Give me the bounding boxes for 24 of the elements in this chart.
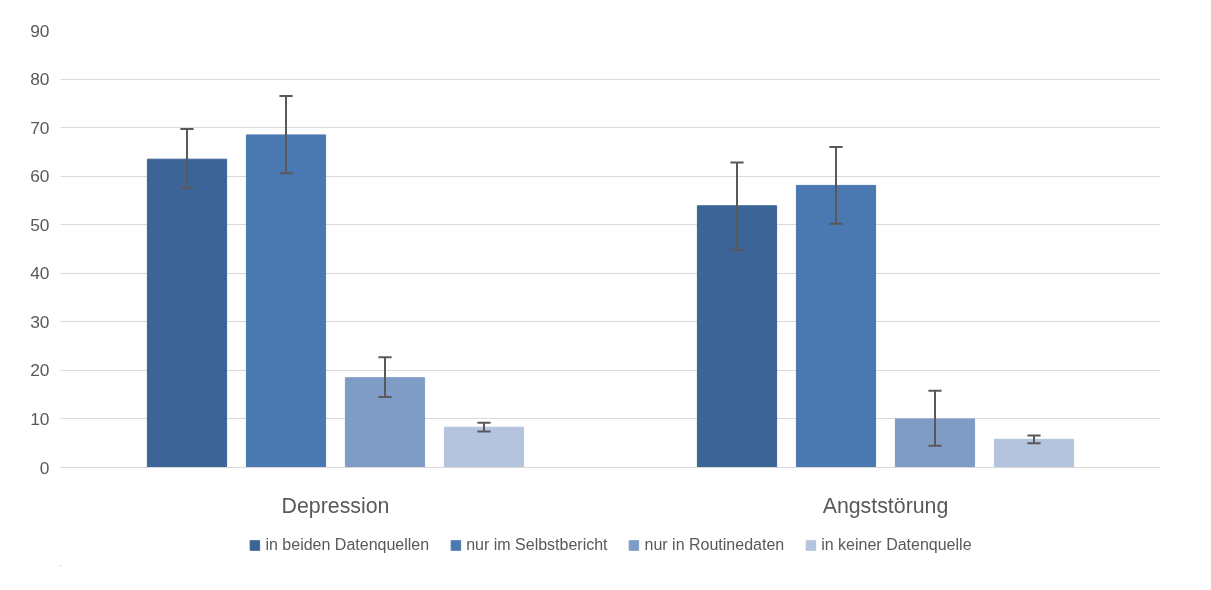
y-tick-label: 10 [30, 408, 50, 429]
legend-label: nur in Routinedaten [644, 536, 785, 554]
y-tick-label: 70 [30, 117, 50, 138]
x-tick-label: Depression [281, 493, 390, 518]
y-tick-label: 0 [39, 457, 50, 478]
x-tick-label: Angststörung [822, 493, 949, 518]
y-tick-label: 40 [30, 263, 50, 284]
y-tick-label: 30 [30, 311, 50, 332]
y-tick-label: 90 [30, 20, 50, 41]
bar [993, 438, 1075, 468]
legend-label: in keiner Datenquelle [821, 536, 972, 554]
bar [795, 184, 877, 468]
bar [344, 377, 426, 468]
y-tick-label: 50 [30, 214, 50, 235]
y-tick-label: 20 [30, 360, 50, 381]
y-tick-label: 60 [30, 166, 50, 187]
bar [696, 205, 778, 468]
legend-label: nur im Selbstbericht [466, 536, 608, 554]
bar [894, 418, 976, 468]
bar [245, 134, 327, 468]
y-tick-label: 80 [30, 69, 50, 90]
bar [443, 426, 525, 468]
legend-label: in beiden Datenquellen [265, 536, 430, 554]
bar [146, 158, 228, 468]
